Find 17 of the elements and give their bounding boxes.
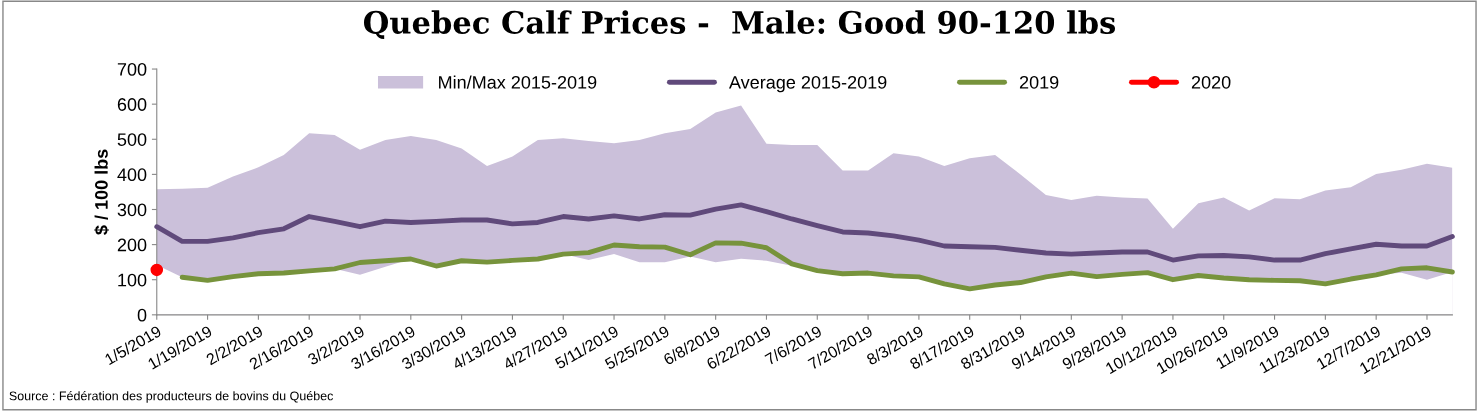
y-tick-label: 700 (117, 62, 147, 76)
y-tick-label: 500 (117, 133, 147, 146)
source-note: Source : Fédération des producteurs de bovins du Québec (9, 390, 334, 403)
legend-label: Average 2015-2019 (728, 75, 887, 93)
chart-title: Quebec Calf Prices - Male: Good 90-120 lbs (363, 10, 1116, 39)
y-tick-label: 600 (117, 98, 147, 111)
y-axis-title: $ / 100 lbs (94, 149, 109, 235)
y-tick-label: 400 (117, 168, 147, 182)
legend-label: 2020 (1191, 75, 1231, 89)
line-series (179, 240, 1455, 292)
legend-label: 2019 (1019, 75, 1059, 89)
legend-label: Min/Max 2015-2019 (439, 75, 597, 89)
line-series (154, 202, 1455, 263)
y-tick-label: 100 (118, 273, 147, 287)
y-tick-label: 300 (117, 203, 147, 217)
y-tick-label: 0 (137, 308, 147, 322)
y-tick-label: 200 (117, 238, 147, 252)
